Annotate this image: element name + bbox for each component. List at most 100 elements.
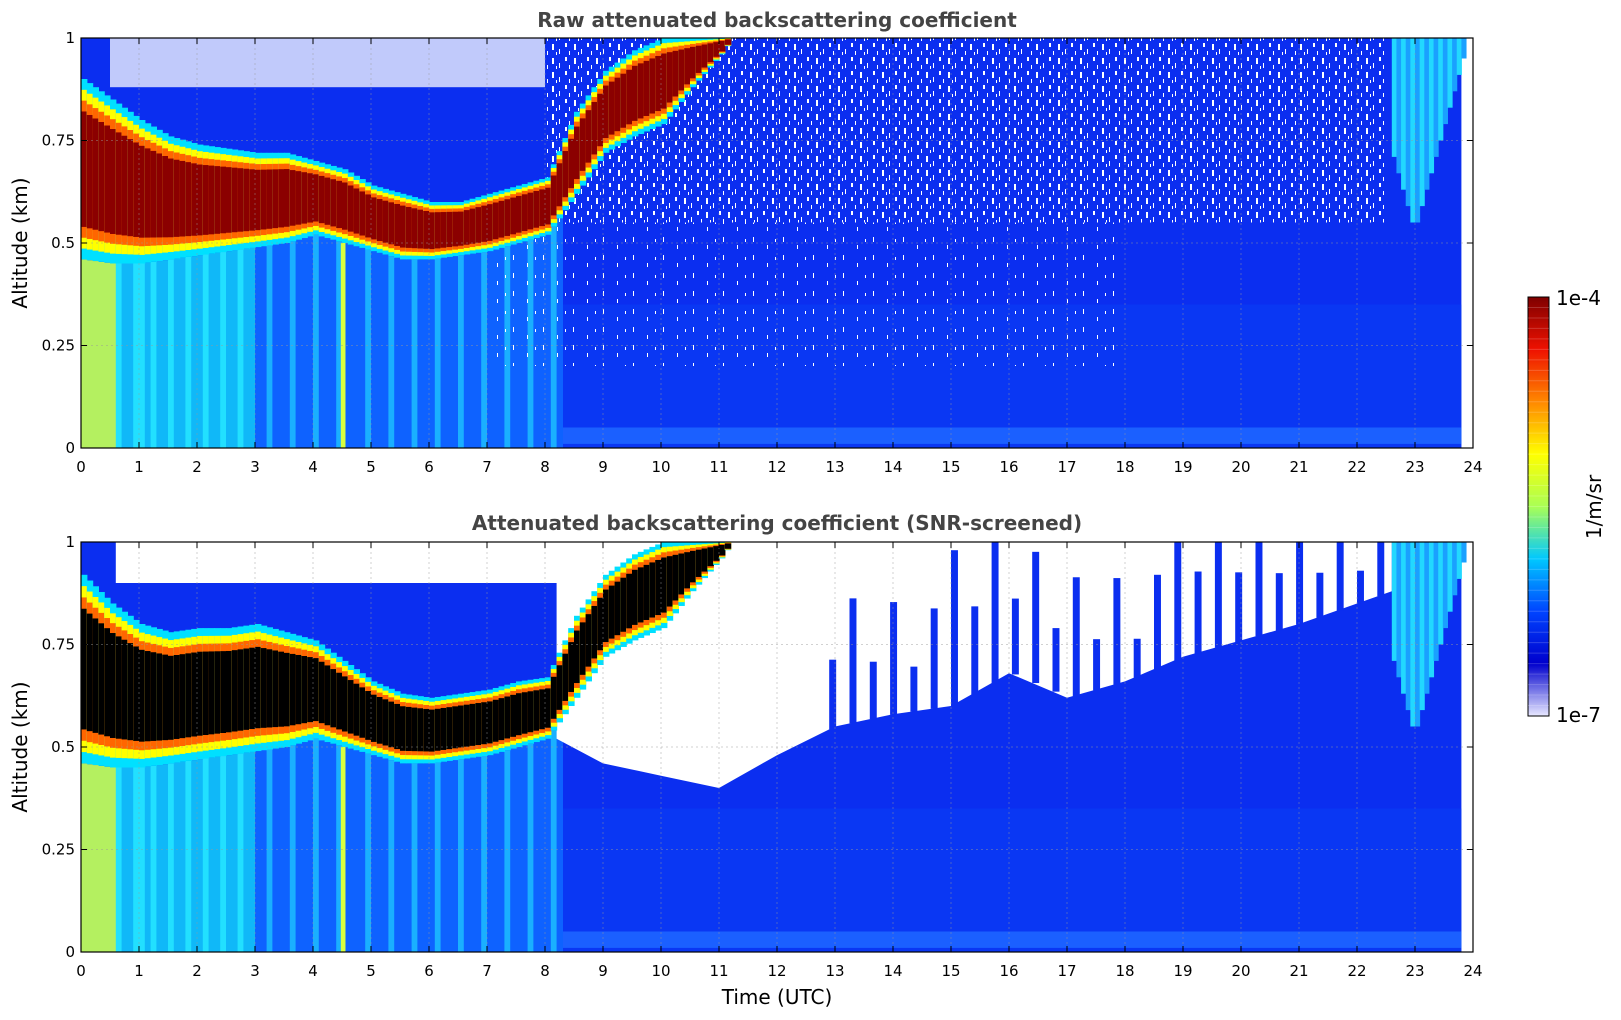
cloud-layer-cell [365,194,372,238]
cloud-layer-cell [295,654,302,725]
sub-cloud-column [313,234,320,448]
sub-cloud-column [376,756,384,952]
x-tick-label: 15 [941,458,960,476]
sub-cloud-column [289,241,297,448]
cloud-layer-cell [574,630,581,684]
cloud-layer-cell [695,45,703,73]
sub-cloud-column [481,252,488,448]
cloud-layer-cell [347,680,355,734]
cloud-layer-cell [173,159,181,237]
plume-column [1424,542,1430,694]
unscreened-patch [1072,577,1080,697]
sub-cloud-column [417,763,424,952]
sub-cloud-column [318,236,326,448]
unscreened-patch [1174,542,1182,661]
cloud-layer-cell [463,704,471,747]
sub-cloud-column [260,750,268,952]
sub-cloud-column [353,246,360,448]
plume-column [1405,38,1411,207]
sub-cloud-column [278,747,285,952]
panel-raw: Raw attenuated backscattering coefficien… [8,8,1483,476]
sub-cloud-column [110,767,117,952]
sub-cloud-column [336,241,343,448]
plume-column [1428,38,1435,174]
sub-cloud-column [539,740,546,952]
unscreened-patch [1093,639,1101,691]
cloud-layer-cell [249,169,256,231]
unscreened-patch [1011,598,1019,675]
x-tick-label: 7 [482,962,492,980]
unscreened-patch [1052,628,1060,692]
plume-column [1461,38,1467,59]
plume-column [1401,542,1407,694]
sub-cloud-column [510,748,517,952]
unscreened-patch [1255,542,1263,637]
plume-column [1442,542,1448,629]
x-tick-label: 17 [1057,458,1076,476]
unscreened-patch [1336,542,1344,611]
cloud-layer-cell [475,207,482,243]
sub-cloud-column [133,767,140,952]
cloud-layer-cell [504,199,511,236]
colorbar-max-label: 1e-4 [1556,286,1601,310]
cloud-layer-cell [144,148,152,238]
sub-cloud-column [168,259,175,448]
cloud-layer-cell [719,544,726,556]
sub-cloud-column [208,757,215,952]
sub-cloud-column [150,261,157,448]
x-tick-label: 11 [709,962,728,980]
cloud-layer-cell [388,701,395,748]
cloud-layer-cell [394,703,401,750]
sub-cloud-column [289,745,297,952]
x-tick-label: 18 [1115,962,1134,980]
cloud-layer-cell [394,203,401,246]
cloud-layer-cell [342,676,349,732]
cloud-layer-cell [86,613,94,732]
x-axis-label: Time (UTC) [721,985,833,1009]
cloud-layer-cell [376,199,384,242]
sub-cloud-column [400,763,407,952]
sub-cloud-column [220,252,227,448]
sub-cloud-column [440,257,447,448]
panel-screened: Attenuated backscattering coefficient (S… [8,511,1483,1009]
x-tick-label: 21 [1289,962,1308,980]
sub-cloud-column [446,760,453,952]
sub-cloud-column [371,755,378,952]
x-tick-label: 12 [767,962,786,980]
y-tick-label: 0 [65,943,75,961]
x-tick-label: 6 [424,458,434,476]
unscreened-patch [930,608,938,709]
cloud-layer-cell [255,646,262,729]
cloud-layer-cell [608,585,616,639]
x-tick-label: 1 [134,962,144,980]
cloud-layer-cell [545,688,552,728]
cloud-layer-cell [400,706,407,751]
cloud-layer-cell [608,81,616,135]
cloud-layer-cell [127,139,134,237]
cloud-layer-cell [284,169,291,227]
sub-cloud-column [452,760,459,952]
plume-column [1396,38,1402,174]
clear-sky-region [115,542,563,583]
cloud-layer-cell [550,175,558,216]
cloud-layer-cell [139,649,146,742]
cloud-layer-cell [591,605,598,659]
x-tick-label: 1 [134,458,144,476]
cloud-layer-cell [487,204,494,241]
panel-screened-title: Attenuated backscattering coefficient (S… [472,511,1082,535]
cloud-layer-cell [318,175,326,224]
sub-cloud-column [463,254,471,448]
cloud-layer-cell [289,653,297,726]
precipitation-streak [340,747,346,952]
colorbar: 1e-4 1e-7 1/m/sr [1527,286,1606,727]
cloud-layer-cell [632,569,639,625]
cloud-layer-cell [562,653,569,701]
cloud-layer-cell [550,676,558,719]
cloud-layer-cell [701,44,708,68]
sub-cloud-column [400,259,407,448]
cloud-layer-cell [278,169,285,228]
cloud-layer-cell [86,114,94,229]
x-tick-label: 13 [825,962,844,980]
cloud-layer-cell [498,200,505,238]
cloud-layer-cell [214,651,221,734]
